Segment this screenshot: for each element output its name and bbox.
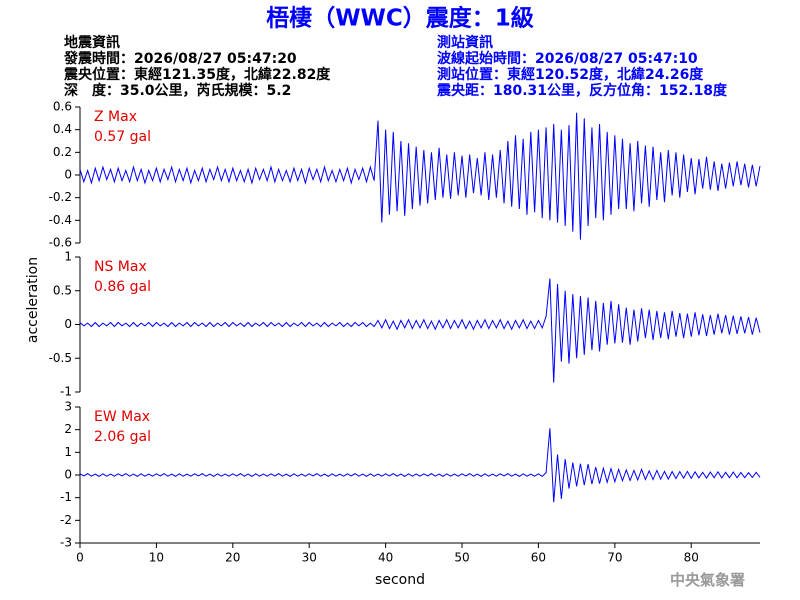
info-line: 地震資訊 (64, 34, 120, 51)
footer: 中央氣象署 (670, 571, 745, 589)
y-tick-label: 0.4 (53, 122, 72, 136)
x-tick-label: 20 (225, 551, 240, 565)
y-tick-label: -0.6 (49, 236, 72, 250)
y-tick-label: -0.2 (49, 190, 72, 204)
x-tick-label: 70 (607, 551, 622, 565)
x-tick-label: 80 (684, 551, 699, 565)
waveform (79, 278, 761, 383)
x-tick-label: 60 (531, 551, 546, 565)
y-tick-label: 1 (64, 250, 72, 264)
y-tick-label: -2 (60, 513, 72, 527)
y-tick-label: 0 (64, 168, 72, 182)
y-tick-label: -1 (60, 490, 72, 504)
station-line: 測站位置：東經120.52度，北緯24.26度 (437, 66, 704, 83)
max-annotation: EW Max (94, 409, 150, 425)
y-tick-label: -3 (60, 536, 72, 550)
y-tick-label: 1 (64, 445, 72, 459)
info-line: 震央位置：東經121.35度，北緯22.82度 (63, 66, 331, 83)
max-annotation: 0.57 gal (94, 129, 151, 145)
y-tick-label: -1 (60, 385, 72, 399)
x-tick-label: 40 (378, 551, 393, 565)
y-tick-label: -0.5 (49, 351, 72, 365)
max-annotation: 2.06 gal (94, 429, 151, 445)
chart-title: 梧棲（WWC）震度：1級 (266, 5, 534, 32)
x-axis-label: second (375, 572, 425, 588)
y-tick-label: 2 (64, 422, 72, 436)
info-line: 深 度：35.0公里，芮氏規模：5.2 (64, 82, 291, 99)
max-annotation: 0.86 gal (94, 279, 151, 295)
waveform (79, 112, 761, 240)
info-line: 發震時間：2026/08/27 05:47:20 (63, 50, 297, 67)
y-tick-label: 3 (64, 400, 72, 414)
waveform (79, 428, 761, 503)
x-tick-label: 50 (454, 551, 469, 565)
x-tick-label: 30 (302, 551, 317, 565)
y-tick-label: 0.6 (53, 100, 72, 114)
y-tick-label: 0.2 (53, 145, 72, 159)
x-tick-label: 0 (76, 551, 84, 565)
max-annotation: NS Max (94, 259, 147, 275)
max-annotation: Z Max (94, 109, 137, 125)
x-tick-label: 10 (149, 551, 164, 565)
station-line: 測站資訊 (437, 34, 493, 51)
y-tick-label: 0 (64, 468, 72, 482)
y-tick-label: 0.5 (53, 283, 72, 297)
y-tick-label: -0.4 (49, 213, 72, 227)
y-tick-label: 0 (64, 317, 72, 331)
station-line: 震央距：180.31公里，反方位角：152.18度 (436, 82, 728, 99)
station-line: 波線起始時間：2026/08/27 05:47:10 (437, 50, 698, 67)
y-axis-label: acceleration (25, 257, 41, 343)
